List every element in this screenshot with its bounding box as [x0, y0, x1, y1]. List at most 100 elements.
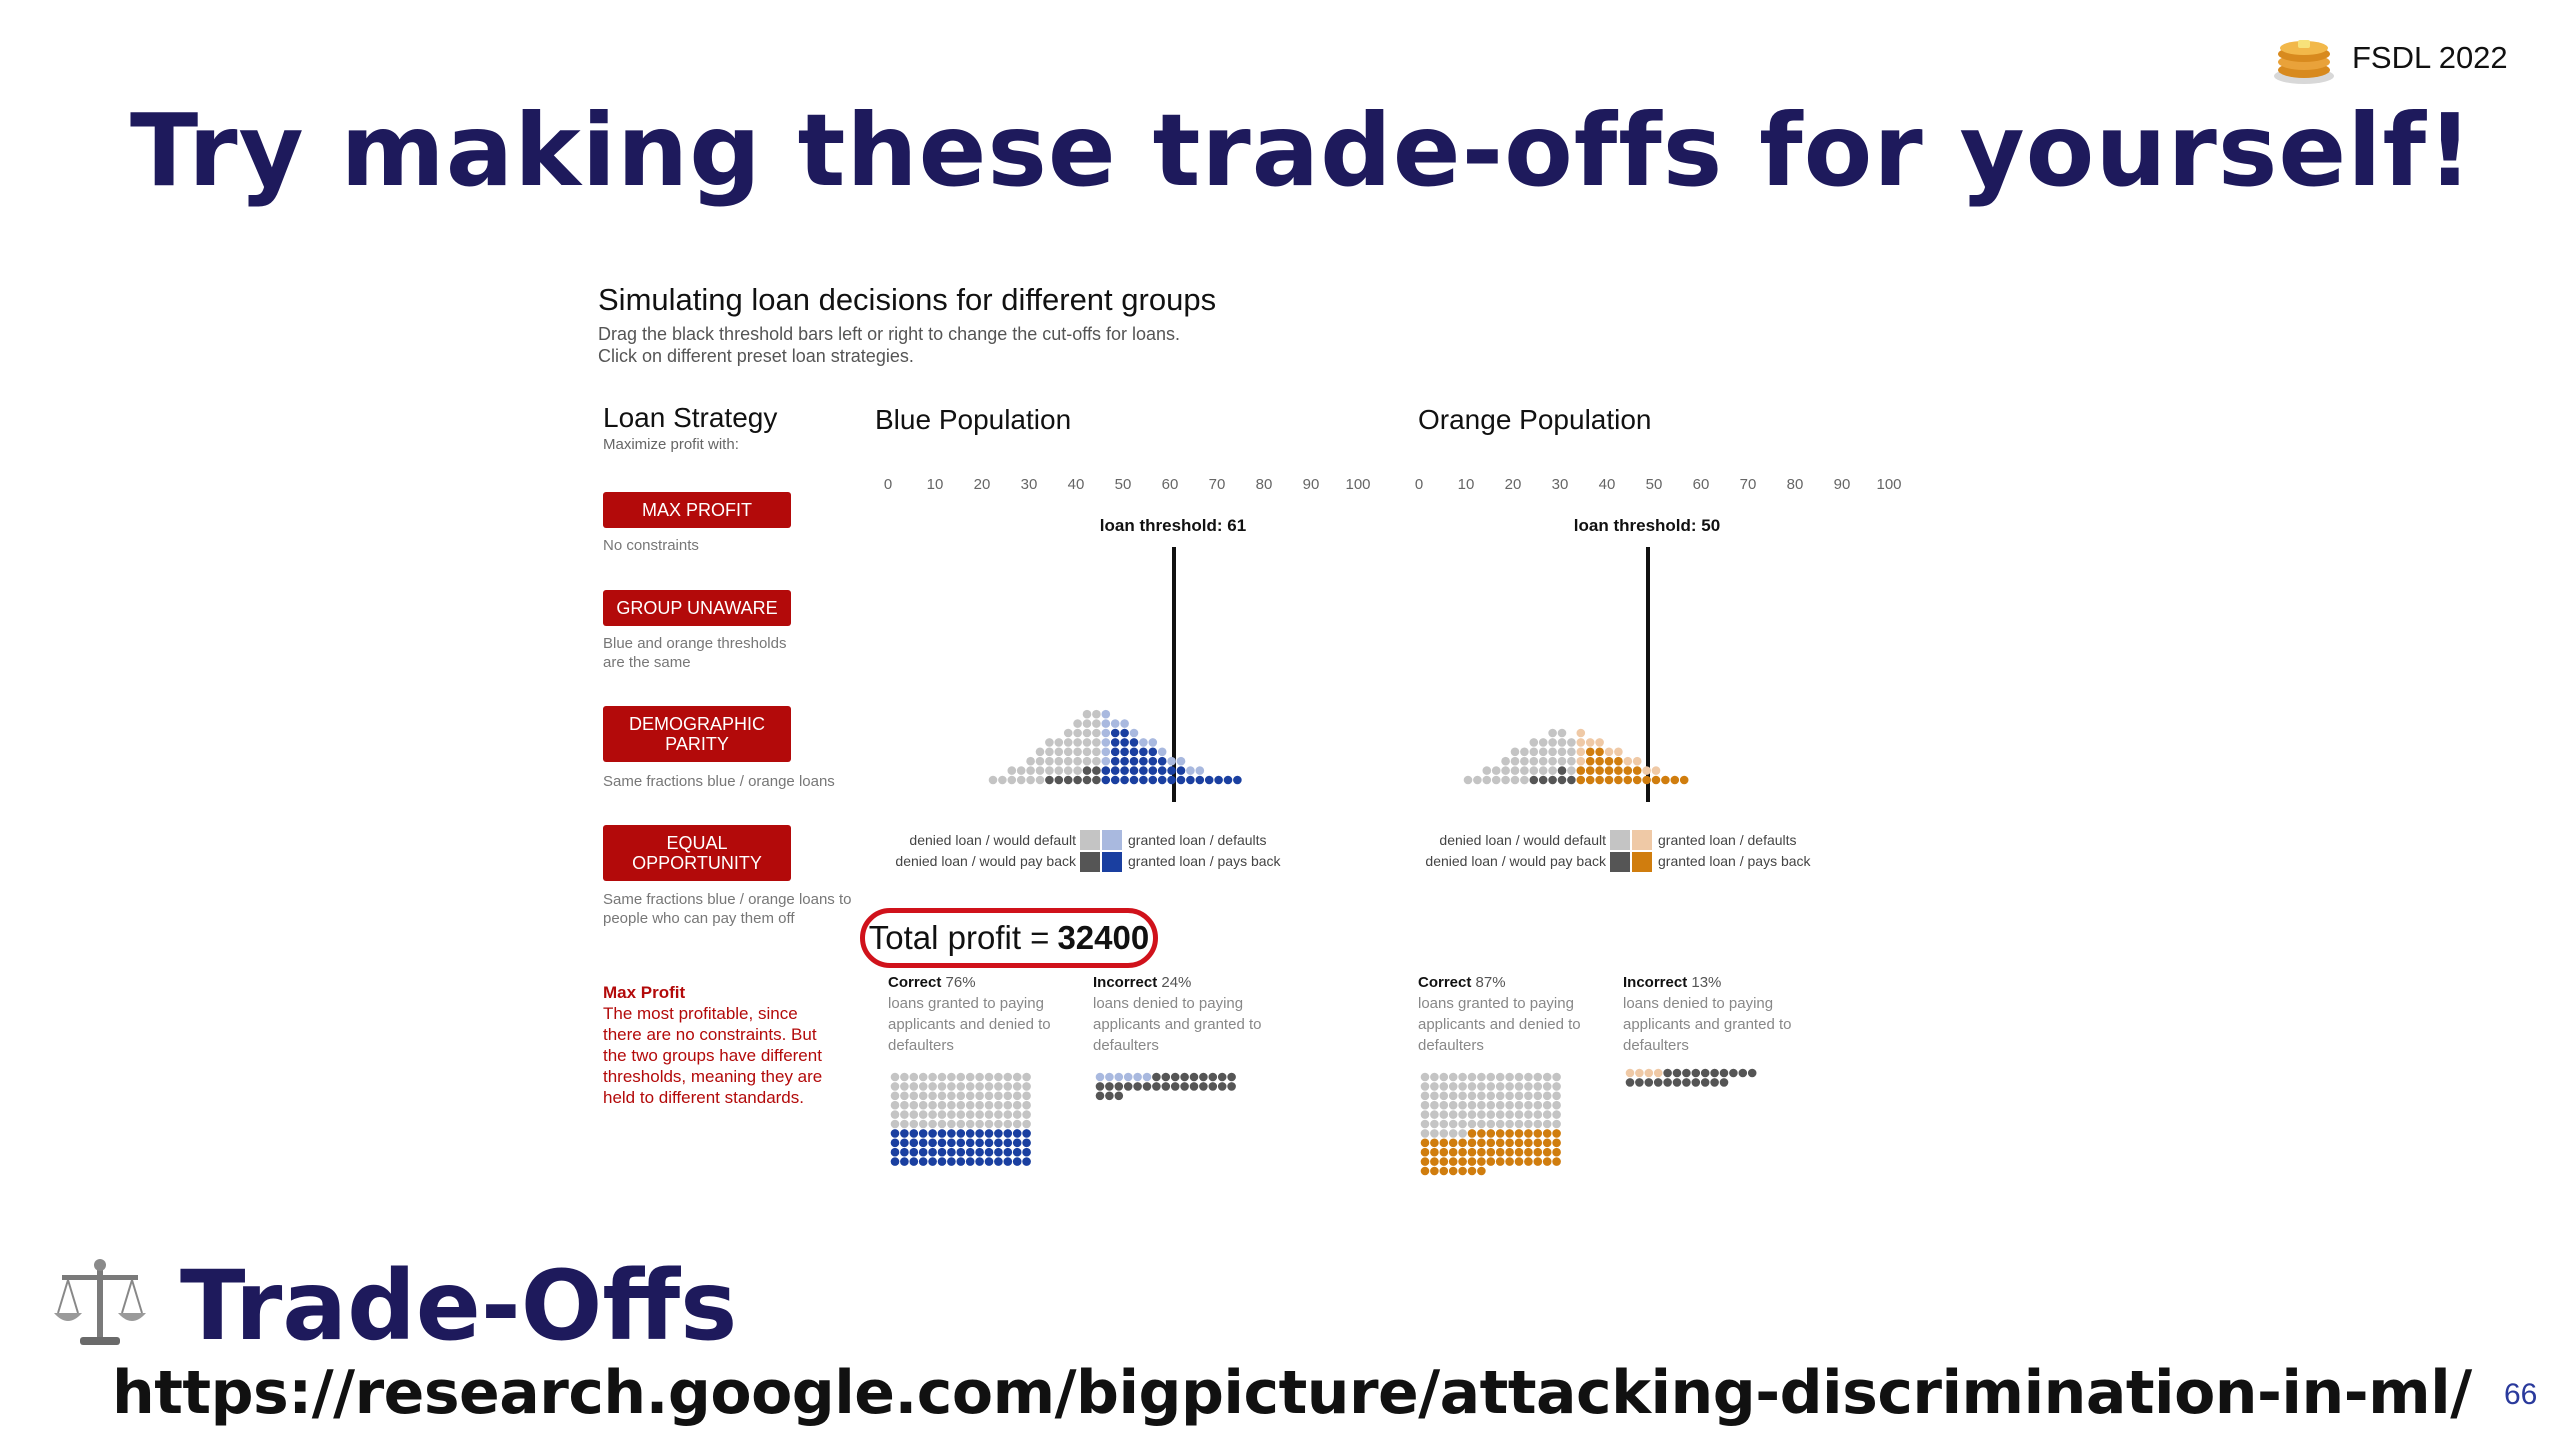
- person-dot: [1679, 775, 1689, 785]
- person-dot: [1439, 1119, 1449, 1129]
- person-dot: [900, 1147, 909, 1157]
- legend-denied-default: denied loan / would default: [1439, 832, 1606, 848]
- person-dot: [1495, 1147, 1505, 1157]
- person-dot: [1073, 756, 1082, 766]
- person-dot: [984, 1091, 994, 1101]
- person-dot: [1491, 766, 1501, 775]
- person-dot: [1022, 1129, 1031, 1138]
- demographic-parity-button[interactable]: DEMOGRAPHIC PARITY: [603, 706, 791, 762]
- person-dot: [1420, 1072, 1430, 1082]
- person-dot: [1448, 1138, 1458, 1148]
- person-dot: [994, 1110, 1003, 1119]
- equal-opportunity-button[interactable]: EQUAL OPPORTUNITY: [603, 825, 791, 881]
- person-dot: [1045, 738, 1054, 747]
- person-dot: [1199, 1082, 1208, 1091]
- person-dot: [1486, 1138, 1496, 1148]
- correct-pct: 76%: [945, 974, 976, 991]
- person-dot: [1148, 756, 1158, 766]
- person-dot: [947, 1119, 956, 1129]
- person-dot: [1035, 756, 1045, 766]
- person-dot: [1663, 1068, 1672, 1078]
- person-dot: [909, 1129, 919, 1138]
- person-dot: [1073, 728, 1082, 738]
- person-dot: [909, 1100, 919, 1110]
- person-dot: [1161, 1072, 1171, 1082]
- person-dot: [1548, 756, 1557, 766]
- loan-simulation-panel: Simulating loan decisions for different …: [598, 282, 1918, 1202]
- person-dot: [965, 1110, 975, 1119]
- person-dot: [1644, 1078, 1654, 1087]
- person-dot: [928, 1072, 937, 1082]
- group-unaware-button[interactable]: GROUP UNAWARE: [603, 590, 791, 626]
- person-dot: [1167, 766, 1176, 775]
- max-profit-button[interactable]: MAX PROFIT: [603, 492, 791, 528]
- person-dot: [1092, 756, 1101, 766]
- person-dot: [1524, 1110, 1533, 1119]
- person-dot: [1073, 738, 1082, 747]
- legend-granted-pay: granted loan / pays back: [1128, 853, 1281, 869]
- person-dot: [1420, 1091, 1430, 1101]
- person-dot: [1022, 1119, 1031, 1129]
- sim-subtitle-1: Drag the black threshold bars left or ri…: [598, 324, 1180, 344]
- blue-correct-stat: Correct 76% loans granted to paying appl…: [888, 972, 1088, 1056]
- person-dot: [1477, 1100, 1486, 1110]
- person-dot: [947, 1157, 956, 1166]
- person-dot: [928, 1129, 937, 1138]
- person-dot: [890, 1138, 900, 1148]
- person-dot: [1180, 1082, 1189, 1091]
- person-dot: [937, 1110, 947, 1119]
- person-dot: [1514, 1129, 1524, 1138]
- person-dot: [1495, 1091, 1505, 1101]
- blue-incorrect-grid: [1095, 1072, 1236, 1101]
- person-dot: [1524, 1157, 1533, 1166]
- person-dot: [1092, 728, 1101, 738]
- person-dot: [994, 1072, 1003, 1082]
- person-dot: [947, 1129, 956, 1138]
- source-url-link[interactable]: https://research.google.com/bigpicture/a…: [112, 1358, 2472, 1428]
- strategy-note: Max Profit The most profitable, since th…: [603, 982, 833, 1108]
- person-dot: [909, 1119, 919, 1129]
- person-dot: [1139, 756, 1148, 766]
- person-dot: [1482, 775, 1492, 785]
- strategy-note-title: Max Profit: [603, 983, 686, 1002]
- person-dot: [1161, 1082, 1171, 1091]
- person-dot: [1092, 747, 1101, 757]
- person-dot: [900, 1100, 909, 1110]
- person-dot: [1653, 1078, 1663, 1087]
- person-dot: [1486, 1082, 1496, 1091]
- person-dot: [1467, 1072, 1477, 1082]
- blue-threshold-bar[interactable]: [1172, 547, 1176, 802]
- person-dot: [1691, 1078, 1701, 1087]
- person-dot: [909, 1138, 919, 1148]
- person-dot: [890, 1091, 900, 1101]
- person-dot: [928, 1100, 937, 1110]
- person-dot: [1157, 756, 1167, 766]
- person-dot: [1430, 1119, 1439, 1129]
- person-dot: [1026, 775, 1035, 785]
- person-dot: [1139, 747, 1148, 757]
- person-dot: [1458, 1072, 1467, 1082]
- person-dot: [1458, 1129, 1467, 1138]
- person-dot: [937, 1091, 947, 1101]
- person-dot: [1477, 1119, 1486, 1129]
- person-dot: [928, 1110, 937, 1119]
- person-dot: [994, 1147, 1003, 1157]
- person-dot: [937, 1147, 947, 1157]
- person-dot: [1557, 775, 1567, 785]
- person-dot: [1651, 775, 1661, 785]
- person-dot: [975, 1072, 984, 1082]
- person-dot: [1625, 1078, 1635, 1087]
- person-dot: [1486, 1072, 1496, 1082]
- person-dot: [909, 1157, 919, 1166]
- person-dot: [1632, 756, 1642, 766]
- person-dot: [1548, 775, 1557, 785]
- person-dot: [1095, 1082, 1105, 1091]
- person-dot: [1022, 1082, 1031, 1091]
- orange-threshold-bar[interactable]: [1646, 547, 1650, 802]
- person-dot: [1533, 1129, 1543, 1138]
- person-dot: [918, 1129, 928, 1138]
- person-dot: [1467, 1157, 1477, 1166]
- person-dot: [947, 1082, 956, 1091]
- axis-tick: 50: [1114, 476, 1132, 493]
- person-dot: [1632, 775, 1642, 785]
